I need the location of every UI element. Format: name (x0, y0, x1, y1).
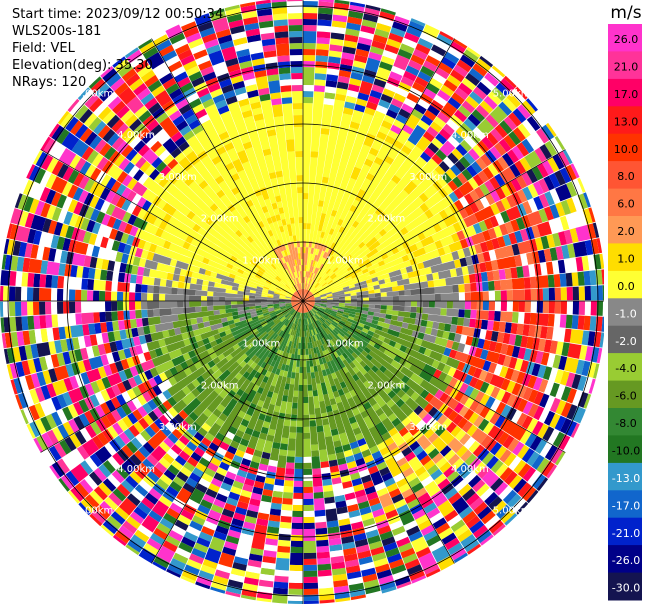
range-ring-label: 1.00km (242, 339, 280, 350)
gate-group-6 (3, 0, 604, 601)
range-ring-label: 5.00km (75, 88, 113, 99)
range-ring-label: 4.00km (451, 464, 489, 475)
azimuth-spoke-30 (302, 38, 455, 302)
range-ring-label: 3.00km (159, 172, 197, 183)
range-ring-label: 3.00km (409, 422, 447, 433)
gate-group-21 (225, 302, 380, 379)
ppi-plot: 1.00km 2.00km 3.00km 4.00km 5.00km 1.00km 2.00… (0, 0, 604, 604)
colorbar-tick-label: -21.0 (612, 527, 640, 540)
azimuth-spoke-210 (151, 300, 304, 564)
colorbar-cell-17 (608, 490, 642, 519)
colorbar-cell-10 (608, 298, 642, 327)
nrays-label: NRays: 120 (12, 75, 87, 90)
colorbar-ticks: 26.0 21.0 17.0 13.0 10.0 8.0 6.0 2.0 1.0 0.0 -1.0 -… (612, 33, 640, 595)
azimuth-spoke-60 (302, 149, 566, 302)
gate-group-18 (137, 247, 475, 353)
colorbar-cell-19 (608, 545, 642, 573)
colorbar-cell-7 (608, 216, 642, 244)
colorbar-tick-label: 26.0 (614, 33, 639, 46)
scan-info: Start time: 2023/09/12 00:50:34 WLS200s-… (12, 6, 223, 91)
range-ring-label: 5.00km (493, 506, 531, 517)
colorbar-tick-label: -17.0 (612, 499, 640, 512)
colorbar: m/s 26.0 21.0 17.0 13.0 10.0 8.0 6.0 2.0 1.0 0.0 -… (608, 3, 642, 601)
colorbar-cell-11 (608, 325, 642, 354)
range-ring-label: 5.00km (493, 88, 531, 99)
colorbar-cell-4 (608, 133, 642, 162)
colorbar-tick-label: 17.0 (614, 88, 639, 101)
field-label: Field: VEL (12, 41, 75, 56)
range-ring-label: 3.00km (159, 422, 197, 433)
colorbar-cell-3 (608, 106, 642, 135)
range-ring-label: 4.00km (117, 464, 155, 475)
colorbar-tick-label: -26.0 (612, 554, 640, 567)
colorbar-tick-label: 8.0 (617, 170, 635, 183)
range-ring-label: 3.00km (409, 172, 447, 183)
colorbar-tick-label: -13.0 (612, 472, 640, 485)
colorbar-tick-label: -2.0 (615, 335, 636, 348)
range-ring-label: 2.00km (201, 380, 239, 391)
range-ring-label: 2.00km (367, 214, 405, 225)
colorbar-tick-label: -8.0 (615, 417, 636, 430)
start-time-label: Start time: 2023/09/12 00:50:34 (12, 7, 224, 22)
colorbar-tick-label: 13.0 (614, 115, 639, 128)
azimuth-spokes (0, 0, 604, 604)
colorbar-tick-label: 21.0 (614, 61, 639, 74)
colorbar-tick-label: -30.0 (612, 582, 640, 595)
azimuth-spoke-330 (151, 38, 304, 302)
colorbar-cell-13 (608, 380, 642, 409)
range-ring-label: 1.00km (242, 255, 280, 266)
colorbar-cell-9 (608, 270, 642, 299)
instrument-label: WLS200s-181 (12, 24, 102, 39)
azimuth-spoke-120 (302, 300, 566, 453)
gate-group-4 (9, 4, 603, 604)
range-ring-label: 2.00km (201, 214, 239, 225)
colorbar-cell-14 (608, 408, 642, 436)
colorbar-cell-8 (608, 243, 642, 272)
colorbar-tick-label: 10.0 (614, 143, 639, 156)
range-ring-label: 4.00km (117, 130, 155, 141)
azimuth-spoke-150 (302, 300, 455, 564)
colorbar-tick-label: 0.0 (617, 280, 635, 293)
colorbar-cell-12 (608, 353, 642, 381)
gate-group-1 (3, 7, 597, 603)
range-ring-label: 5.00km (75, 506, 113, 517)
range-ring-label: 4.00km (451, 130, 489, 141)
colorbar-tick-label: -4.0 (615, 362, 636, 375)
colorbar-tick-label: 6.0 (617, 198, 635, 211)
range-ring-label: 1.00km (326, 255, 364, 266)
gate-group-11 (0, 8, 596, 595)
gate-group-7 (9, 0, 603, 594)
colorbar-cell-20 (608, 572, 642, 601)
colorbar-cell-5 (608, 161, 642, 189)
gate-group-20 (135, 301, 465, 470)
colorbar-cells (608, 24, 642, 601)
elevation-label: Elevation(deg): 35.30 (12, 58, 153, 73)
colorbar-cell-2 (608, 78, 642, 107)
colorbar-cell-18 (608, 517, 642, 546)
colorbar-cell-16 (608, 462, 642, 491)
colorbar-cell-15 (608, 435, 642, 464)
colorbar-cell-0 (608, 24, 642, 52)
colorbar-tick-label: -10.0 (612, 445, 640, 458)
colorbar-tick-label: -1.0 (615, 307, 636, 320)
colorbar-tick-label: 2.0 (617, 225, 635, 238)
colorbar-tick-label: 1.0 (617, 253, 635, 266)
range-ring-label: 2.00km (367, 380, 405, 391)
colorbar-unit-label: m/s (610, 3, 641, 23)
colorbar-tick-label: -6.0 (615, 390, 636, 403)
range-ring-label: 1.00km (326, 339, 364, 350)
colorbar-cell-1 (608, 51, 642, 80)
azimuth-spoke-240 (40, 300, 304, 453)
azimuth-spoke-300 (40, 149, 304, 302)
range-ring-labels: 1.00km 2.00km 3.00km 4.00km 5.00km 1.00km 2.00… (75, 88, 530, 516)
colorbar-cell-6 (608, 188, 642, 217)
